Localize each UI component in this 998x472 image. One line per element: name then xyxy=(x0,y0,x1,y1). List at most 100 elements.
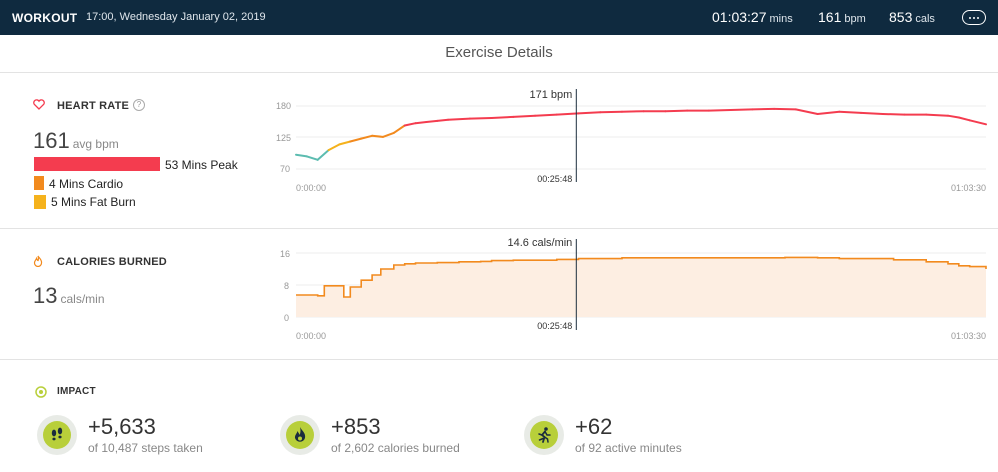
heart-icon xyxy=(33,99,45,110)
divider-top xyxy=(0,72,998,73)
cal-xtick-end: 01:03:30 xyxy=(951,331,986,341)
hr-segment xyxy=(925,113,949,117)
top-bar: WORKOUT 17:00, Wednesday January 02, 201… xyxy=(0,0,998,35)
hr-segment xyxy=(414,121,428,125)
calories-stat: 853 cals xyxy=(889,9,935,25)
hr-segment xyxy=(555,112,580,116)
bpm-stat: 161 bpm xyxy=(818,9,866,25)
calories-label: CALORIES BURNED xyxy=(57,256,167,268)
hr-segment xyxy=(957,116,971,122)
hr-xtick-end: 01:03:30 xyxy=(951,183,986,193)
hr-segment xyxy=(490,115,515,119)
hr-ytick-70: 70 xyxy=(280,164,290,174)
hr-segment xyxy=(360,134,374,140)
target-icon xyxy=(35,386,47,398)
bpm-unit: bpm xyxy=(844,13,866,25)
hr-segment xyxy=(338,140,352,146)
zone-label-fatburn: 5 Mins Fat Burn xyxy=(51,195,136,209)
hr-segment xyxy=(773,107,797,111)
hr-segment xyxy=(436,118,450,122)
steps-value: +5,633 xyxy=(88,414,156,439)
heart-rate-avg: 161 avg bpm xyxy=(33,128,119,154)
calories-impact-value: +853 xyxy=(331,414,381,439)
hr-segment xyxy=(968,119,987,126)
cal-ytick-8: 8 xyxy=(284,281,289,291)
hr-segment xyxy=(881,113,906,116)
zone-label-cardio: 4 Mins Cardio xyxy=(49,177,124,191)
active-minutes-value: +62 xyxy=(575,414,613,439)
hr-cursor-time: 00:25:48 xyxy=(537,174,572,184)
hr-segment xyxy=(295,153,308,158)
hr-series xyxy=(295,107,987,161)
divider-bottom xyxy=(0,359,998,360)
heart-rate-label: HEART RATE xyxy=(57,100,130,112)
hr-segment xyxy=(534,113,558,117)
hr-segment xyxy=(316,149,330,161)
hr-cursor-label: 171 bpm xyxy=(529,89,572,101)
hr-segment xyxy=(327,143,341,152)
workout-label: WORKOUT xyxy=(12,11,78,25)
hr-ytick-180: 180 xyxy=(276,101,291,111)
calories-avg-unit: cals/min xyxy=(60,292,105,306)
hr-segment xyxy=(729,108,754,111)
hr-xtick-start: 0:00:00 xyxy=(296,183,326,193)
cal-area xyxy=(296,257,986,317)
cal-ytick-0: 0 xyxy=(284,313,289,323)
duration-unit: mins xyxy=(769,13,793,25)
cal-cursor-label: 14.6 cals/min xyxy=(507,237,572,249)
page-title: Exercise Details xyxy=(445,44,553,61)
calories-avg: 13 cals/min xyxy=(33,283,105,309)
hr-ytick-125: 125 xyxy=(276,133,291,143)
cal-line xyxy=(296,256,987,298)
cal-cursor-time: 00:25:48 xyxy=(537,321,572,331)
hr-segment xyxy=(664,109,689,113)
hr-segment xyxy=(707,109,732,112)
hr-segment xyxy=(577,111,602,115)
bpm-value: 161 xyxy=(818,9,842,25)
hr-segment xyxy=(425,119,439,123)
footsteps-icon xyxy=(51,427,63,441)
flame-small-icon xyxy=(33,255,43,267)
steps-sub: of 10,487 steps taken xyxy=(88,441,203,455)
duration-stat: 01:03:27 mins xyxy=(712,9,793,25)
impact-label: IMPACT xyxy=(57,386,96,397)
calories-value: 853 xyxy=(889,9,913,25)
hr-segment xyxy=(621,110,645,113)
calories-badge xyxy=(280,415,320,455)
hr-segment xyxy=(392,124,406,134)
hr-segment xyxy=(349,137,363,143)
cal-xtick-start: 0:00:00 xyxy=(296,331,326,341)
divider-mid xyxy=(0,228,998,229)
duration-value: 01:03:27 xyxy=(712,9,767,25)
calories-chart: 16 8 0 14.6 cals/min 00:25:48 0:00:00 01… xyxy=(280,237,987,341)
zone-bar-cardio xyxy=(34,176,44,190)
calories-avg-value: 13 xyxy=(33,283,58,308)
heart-rate-chart: 180 125 70 171 bpm 00:25:48 0:00:00 01:0… xyxy=(276,89,987,193)
calories-unit: cals xyxy=(915,13,935,25)
more-icon[interactable] xyxy=(962,10,986,25)
help-icon[interactable]: ? xyxy=(133,99,145,111)
hr-segment xyxy=(794,108,819,115)
workout-datetime: 17:00, Wednesday January 02, 2019 xyxy=(86,11,266,23)
hr-segment xyxy=(468,117,493,120)
hr-segment xyxy=(403,122,417,127)
active-minutes-badge xyxy=(524,415,564,455)
runner-icon xyxy=(538,427,551,443)
zone-bar-fatburn xyxy=(34,195,46,209)
hr-segment xyxy=(947,114,960,119)
hr-segment xyxy=(371,134,384,138)
hr-segment xyxy=(381,131,395,138)
zone-bar-peak xyxy=(34,157,160,171)
hr-segment xyxy=(599,110,623,114)
calories-impact-sub: of 2,602 calories burned xyxy=(331,441,460,455)
heart-rate-avg-value: 161 xyxy=(33,128,70,153)
hr-segment xyxy=(838,110,862,114)
heart-rate-avg-unit: avg bpm xyxy=(72,137,119,151)
flame-icon xyxy=(294,427,306,442)
hr-segment xyxy=(860,111,884,115)
zone-label-peak: 53 Mins Peak xyxy=(165,158,238,172)
active-minutes-sub: of 92 active minutes xyxy=(575,441,682,455)
hr-segment xyxy=(447,117,471,121)
hr-segment xyxy=(816,110,841,115)
cal-ytick-16: 16 xyxy=(280,249,290,259)
